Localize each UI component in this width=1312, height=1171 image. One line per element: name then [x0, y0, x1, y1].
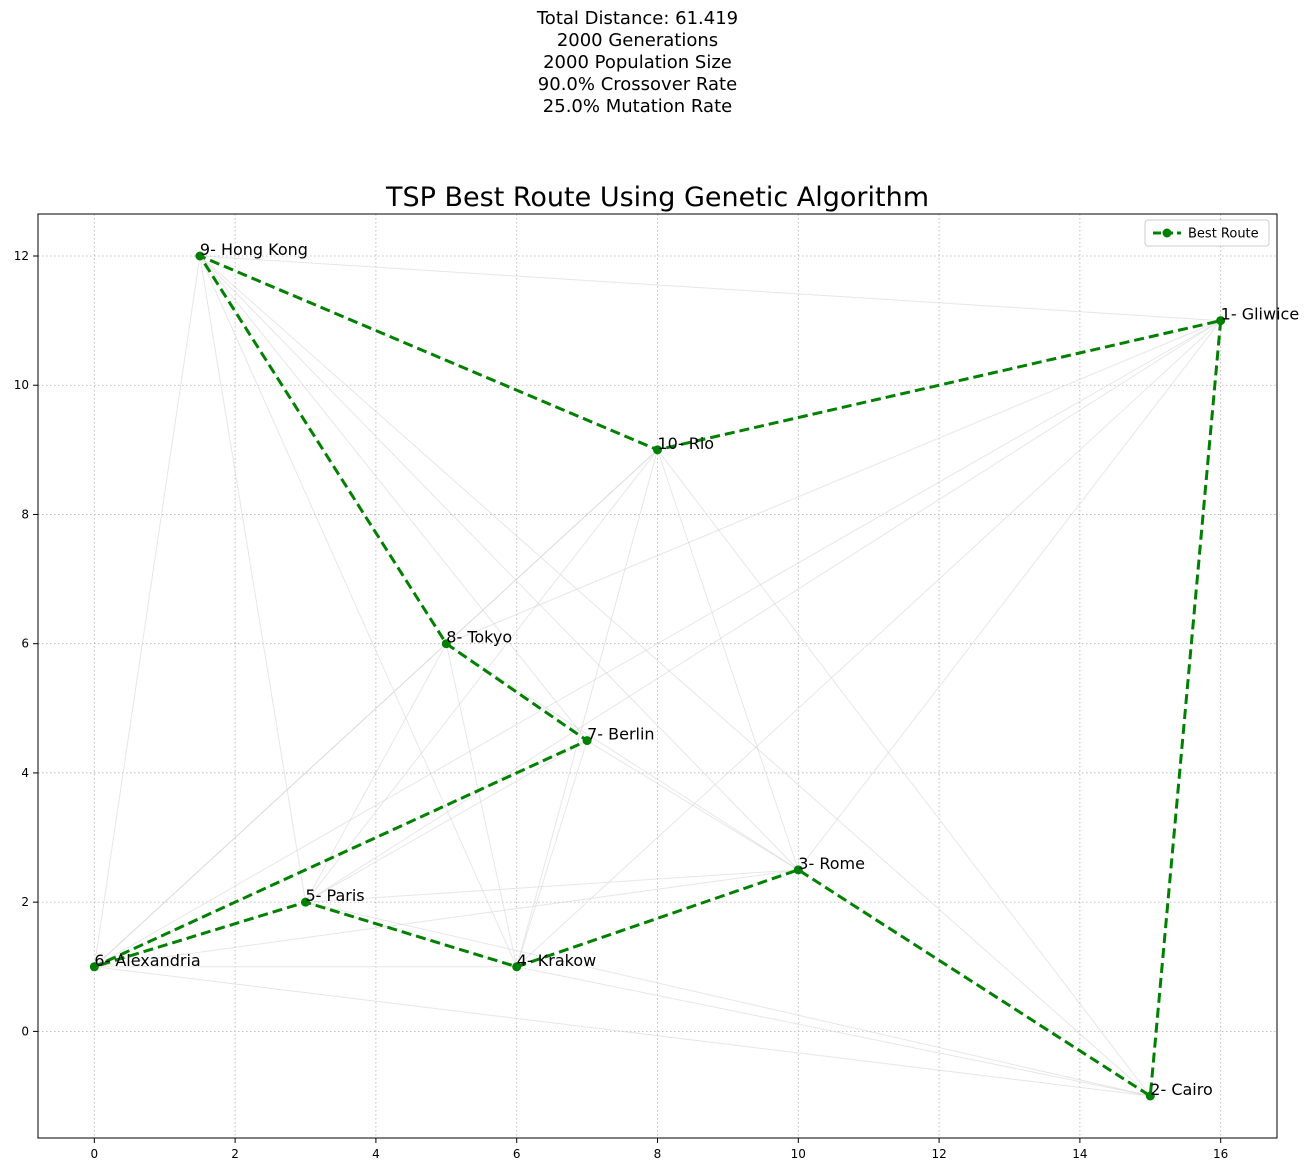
- mutation-rate-line: 25.0% Mutation Rate: [542, 96, 733, 117]
- city-label: 5- Paris: [306, 886, 365, 905]
- city-marker: [195, 251, 205, 261]
- y-tick-label: 2: [21, 895, 29, 909]
- background-edge: [797, 320, 1222, 871]
- x-tick-label: 6: [513, 1147, 521, 1161]
- background-edge: [657, 449, 799, 871]
- background-edge: [199, 255, 799, 871]
- background-edge: [657, 449, 1151, 1097]
- x-tick-label: 10: [791, 1147, 806, 1161]
- background-edge: [516, 740, 588, 967]
- background-edge: [199, 255, 1151, 1097]
- city-marker: [89, 962, 99, 972]
- background-edge: [94, 320, 1221, 968]
- city-marker: [1145, 1091, 1155, 1101]
- background-edge: [305, 449, 658, 903]
- city-label: 4- Krakow: [517, 951, 596, 970]
- background-edge: [199, 255, 588, 741]
- best-route-series: [89, 251, 1226, 1101]
- background-edge: [516, 320, 1222, 968]
- legend: Best Route: [1144, 219, 1270, 247]
- y-tick-label: 8: [21, 507, 29, 521]
- y-tick-label: 4: [21, 766, 29, 780]
- y-tick-label: 12: [14, 249, 29, 263]
- x-tick-label: 12: [931, 1147, 946, 1161]
- total-distance-line: Total Distance: 61.419: [536, 8, 739, 29]
- chart-title: TSP Best Route Using Genetic Algorithm: [385, 182, 929, 213]
- legend-label: Best Route: [1188, 227, 1259, 242]
- city-marker: [1216, 316, 1226, 326]
- background-edge: [199, 255, 1221, 322]
- city-label: 7- Berlin: [587, 725, 654, 744]
- y-tick-label: 10: [14, 378, 29, 392]
- city-label: 6- Alexandria: [94, 951, 200, 970]
- background-edge: [446, 320, 1221, 645]
- grid-lines: [38, 214, 1277, 1138]
- background-edge: [586, 740, 799, 871]
- city-marker: [582, 736, 592, 746]
- background-edge: [445, 643, 518, 967]
- generations-line: 2000 Generations: [556, 30, 719, 51]
- city-marker: [512, 962, 522, 972]
- background-edge: [94, 966, 1151, 1097]
- population-size-line: 2000 Population Size: [543, 52, 732, 73]
- background-edge: [305, 901, 1151, 1097]
- city-label: 8- Tokyo: [446, 628, 512, 647]
- background-edge: [305, 320, 1221, 903]
- background-edge: [93, 643, 447, 968]
- background-edge: [516, 449, 658, 967]
- background-edge: [446, 643, 799, 871]
- city-label: 10- Rio: [658, 434, 715, 453]
- city-label: 1- Gliwice: [1221, 305, 1300, 324]
- city-marker: [441, 639, 451, 649]
- y-tick-label: 0: [21, 1024, 29, 1038]
- x-tick-label: 2: [231, 1147, 239, 1161]
- x-tick-label: 8: [654, 1147, 662, 1161]
- background-edge: [516, 966, 1151, 1097]
- background-edge: [305, 740, 588, 903]
- background-edge: [93, 255, 201, 967]
- axis-ticks: 0 2 4 6 8 10 12 14 16 0 2 4 6 8 10 12: [14, 249, 1229, 1161]
- legend-box: [1144, 219, 1270, 247]
- city-marker: [793, 865, 803, 875]
- background-edge: [199, 255, 518, 967]
- x-tick-label: 0: [90, 1147, 98, 1161]
- background-edge: [305, 869, 799, 903]
- city-labels: 1- Gliwice 2- Cairo 3- Rome 4- Krakow 5- Par…: [94, 240, 1299, 1099]
- figure-suptitle: Total Distance: 61.419 2000 Generations …: [0, 8, 1275, 118]
- background-edge: [199, 255, 307, 903]
- legend-marker: [1162, 228, 1172, 238]
- city-label: 3- Rome: [798, 854, 865, 873]
- city-marker: [301, 897, 311, 907]
- x-tick-label: 16: [1213, 1147, 1228, 1161]
- y-tick-label: 6: [21, 637, 29, 651]
- x-tick-label: 4: [372, 1147, 380, 1161]
- background-edges: [93, 255, 1222, 1097]
- city-marker: [653, 445, 662, 455]
- x-tick-label: 14: [1072, 1147, 1087, 1161]
- city-label: 9- Hong Kong: [200, 240, 308, 259]
- city-label: 2- Cairo: [1150, 1080, 1212, 1099]
- crossover-rate-line: 90.0% Crossover Rate: [537, 74, 738, 95]
- background-edge: [94, 869, 799, 968]
